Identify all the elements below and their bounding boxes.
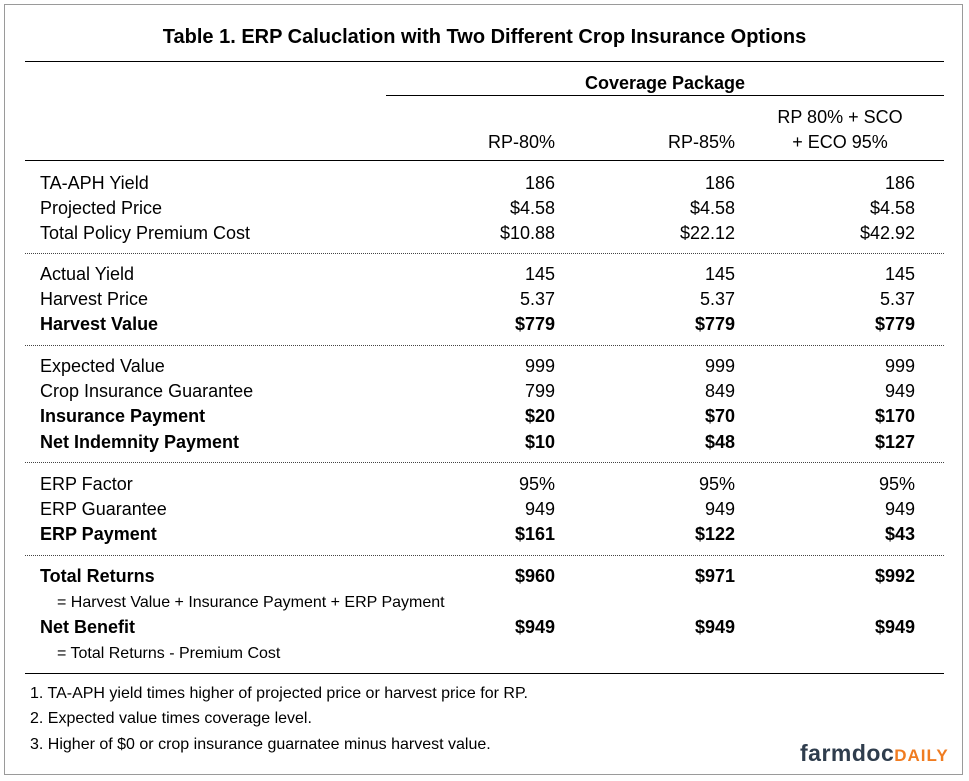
cell-value: $42.92 — [859, 223, 915, 243]
cell-value: $20 — [524, 406, 555, 426]
cell-value: $4.58 — [689, 198, 735, 218]
cell-value: $127 — [874, 432, 915, 452]
cell-value: 186 — [884, 173, 915, 193]
cell-value: 145 — [884, 264, 915, 284]
row-label: ERP Factor — [40, 474, 133, 494]
row-label: Harvest Price — [40, 289, 149, 309]
cell-value: $4.58 — [869, 198, 915, 218]
cell-value: 95% — [518, 474, 555, 494]
cell-value: 5.37 — [519, 289, 555, 309]
cell-value: 5.37 — [879, 289, 915, 309]
col1-header: RP-80% — [487, 132, 555, 152]
farmdoc-daily-logo: farmdocDAILY — [800, 740, 949, 767]
cell-value: $10.88 — [499, 223, 555, 243]
cell-value: 999 — [524, 356, 555, 376]
cell-value: $949 — [874, 617, 915, 637]
cell-value: 5.37 — [699, 289, 735, 309]
cell-value: $971 — [694, 566, 735, 586]
cell-value: $10 — [524, 432, 555, 452]
total-returns-formula: = Harvest Value + Insurance Payment + ER… — [57, 594, 445, 611]
cell-value: 95% — [698, 474, 735, 494]
logo-farmdoc: farmdoc — [800, 740, 895, 766]
cell-value: $122 — [694, 524, 735, 544]
cell-value: $949 — [514, 617, 555, 637]
row-label: ERP Payment — [40, 524, 157, 544]
cell-value: 186 — [704, 173, 735, 193]
cell-value: 999 — [884, 356, 915, 376]
section-divider — [25, 462, 944, 463]
logo-daily: DAILY — [894, 746, 949, 765]
section-divider — [25, 345, 944, 346]
section-divider — [25, 555, 944, 556]
footer-rule — [25, 673, 944, 674]
row-label: Actual Yield — [40, 264, 135, 284]
col2-header: RP-85% — [667, 132, 735, 152]
row-label: Net Benefit — [40, 617, 136, 637]
row-label: Projected Price — [40, 198, 163, 218]
cell-value: $48 — [704, 432, 735, 452]
cell-value: 95% — [878, 474, 915, 494]
cell-value: 949 — [704, 499, 735, 519]
cell-value: 186 — [524, 173, 555, 193]
footnote-2: 2. Expected value times coverage level. — [30, 710, 312, 727]
coverage-package-header: Coverage Package — [584, 73, 746, 93]
footnote-1: 1. TA-APH yield times higher of projecte… — [30, 685, 528, 702]
cell-value: 949 — [524, 499, 555, 519]
col3-header-line2: + ECO 95% — [792, 132, 888, 152]
row-label: Net Indemnity Payment — [40, 432, 240, 452]
cell-value: 949 — [884, 499, 915, 519]
row-label: Crop Insurance Guarantee — [40, 381, 254, 401]
cell-value: $43 — [884, 524, 915, 544]
table-frame — [4, 4, 963, 775]
row-label: Insurance Payment — [40, 406, 206, 426]
cell-value: 949 — [884, 381, 915, 401]
cell-value: $960 — [514, 566, 555, 586]
footnote-3: 3. Higher of $0 or crop insurance guarna… — [30, 736, 491, 753]
cell-value: $70 — [704, 406, 735, 426]
row-label: Expected Value — [40, 356, 165, 376]
row-label: TA-APH Yield — [40, 173, 149, 193]
cell-value: $779 — [514, 314, 555, 334]
section-divider — [25, 253, 944, 254]
cell-value: 849 — [704, 381, 735, 401]
col3-header-line1: RP 80% + SCO — [777, 107, 903, 127]
group-rule — [386, 95, 944, 96]
row-label: Harvest Value — [40, 314, 159, 334]
cell-value: $779 — [694, 314, 735, 334]
cell-value: 145 — [704, 264, 735, 284]
cell-value: $161 — [514, 524, 555, 544]
row-label: Total Policy Premium Cost — [40, 223, 251, 243]
header-rule — [25, 160, 944, 161]
net-benefit-formula: = Total Returns - Premium Cost — [57, 645, 281, 662]
cell-value: $779 — [874, 314, 915, 334]
cell-value: $22.12 — [679, 223, 735, 243]
table-title: Table 1. ERP Caluclation with Two Differ… — [162, 26, 807, 48]
row-label: Total Returns — [40, 566, 155, 586]
row-label: ERP Guarantee — [40, 499, 167, 519]
cell-value: $4.58 — [509, 198, 555, 218]
top-rule — [25, 61, 944, 62]
cell-value: 799 — [524, 381, 555, 401]
cell-value: $992 — [874, 566, 915, 586]
cell-value: $170 — [874, 406, 915, 426]
cell-value: 145 — [524, 264, 555, 284]
cell-value: $949 — [694, 617, 735, 637]
cell-value: 999 — [704, 356, 735, 376]
